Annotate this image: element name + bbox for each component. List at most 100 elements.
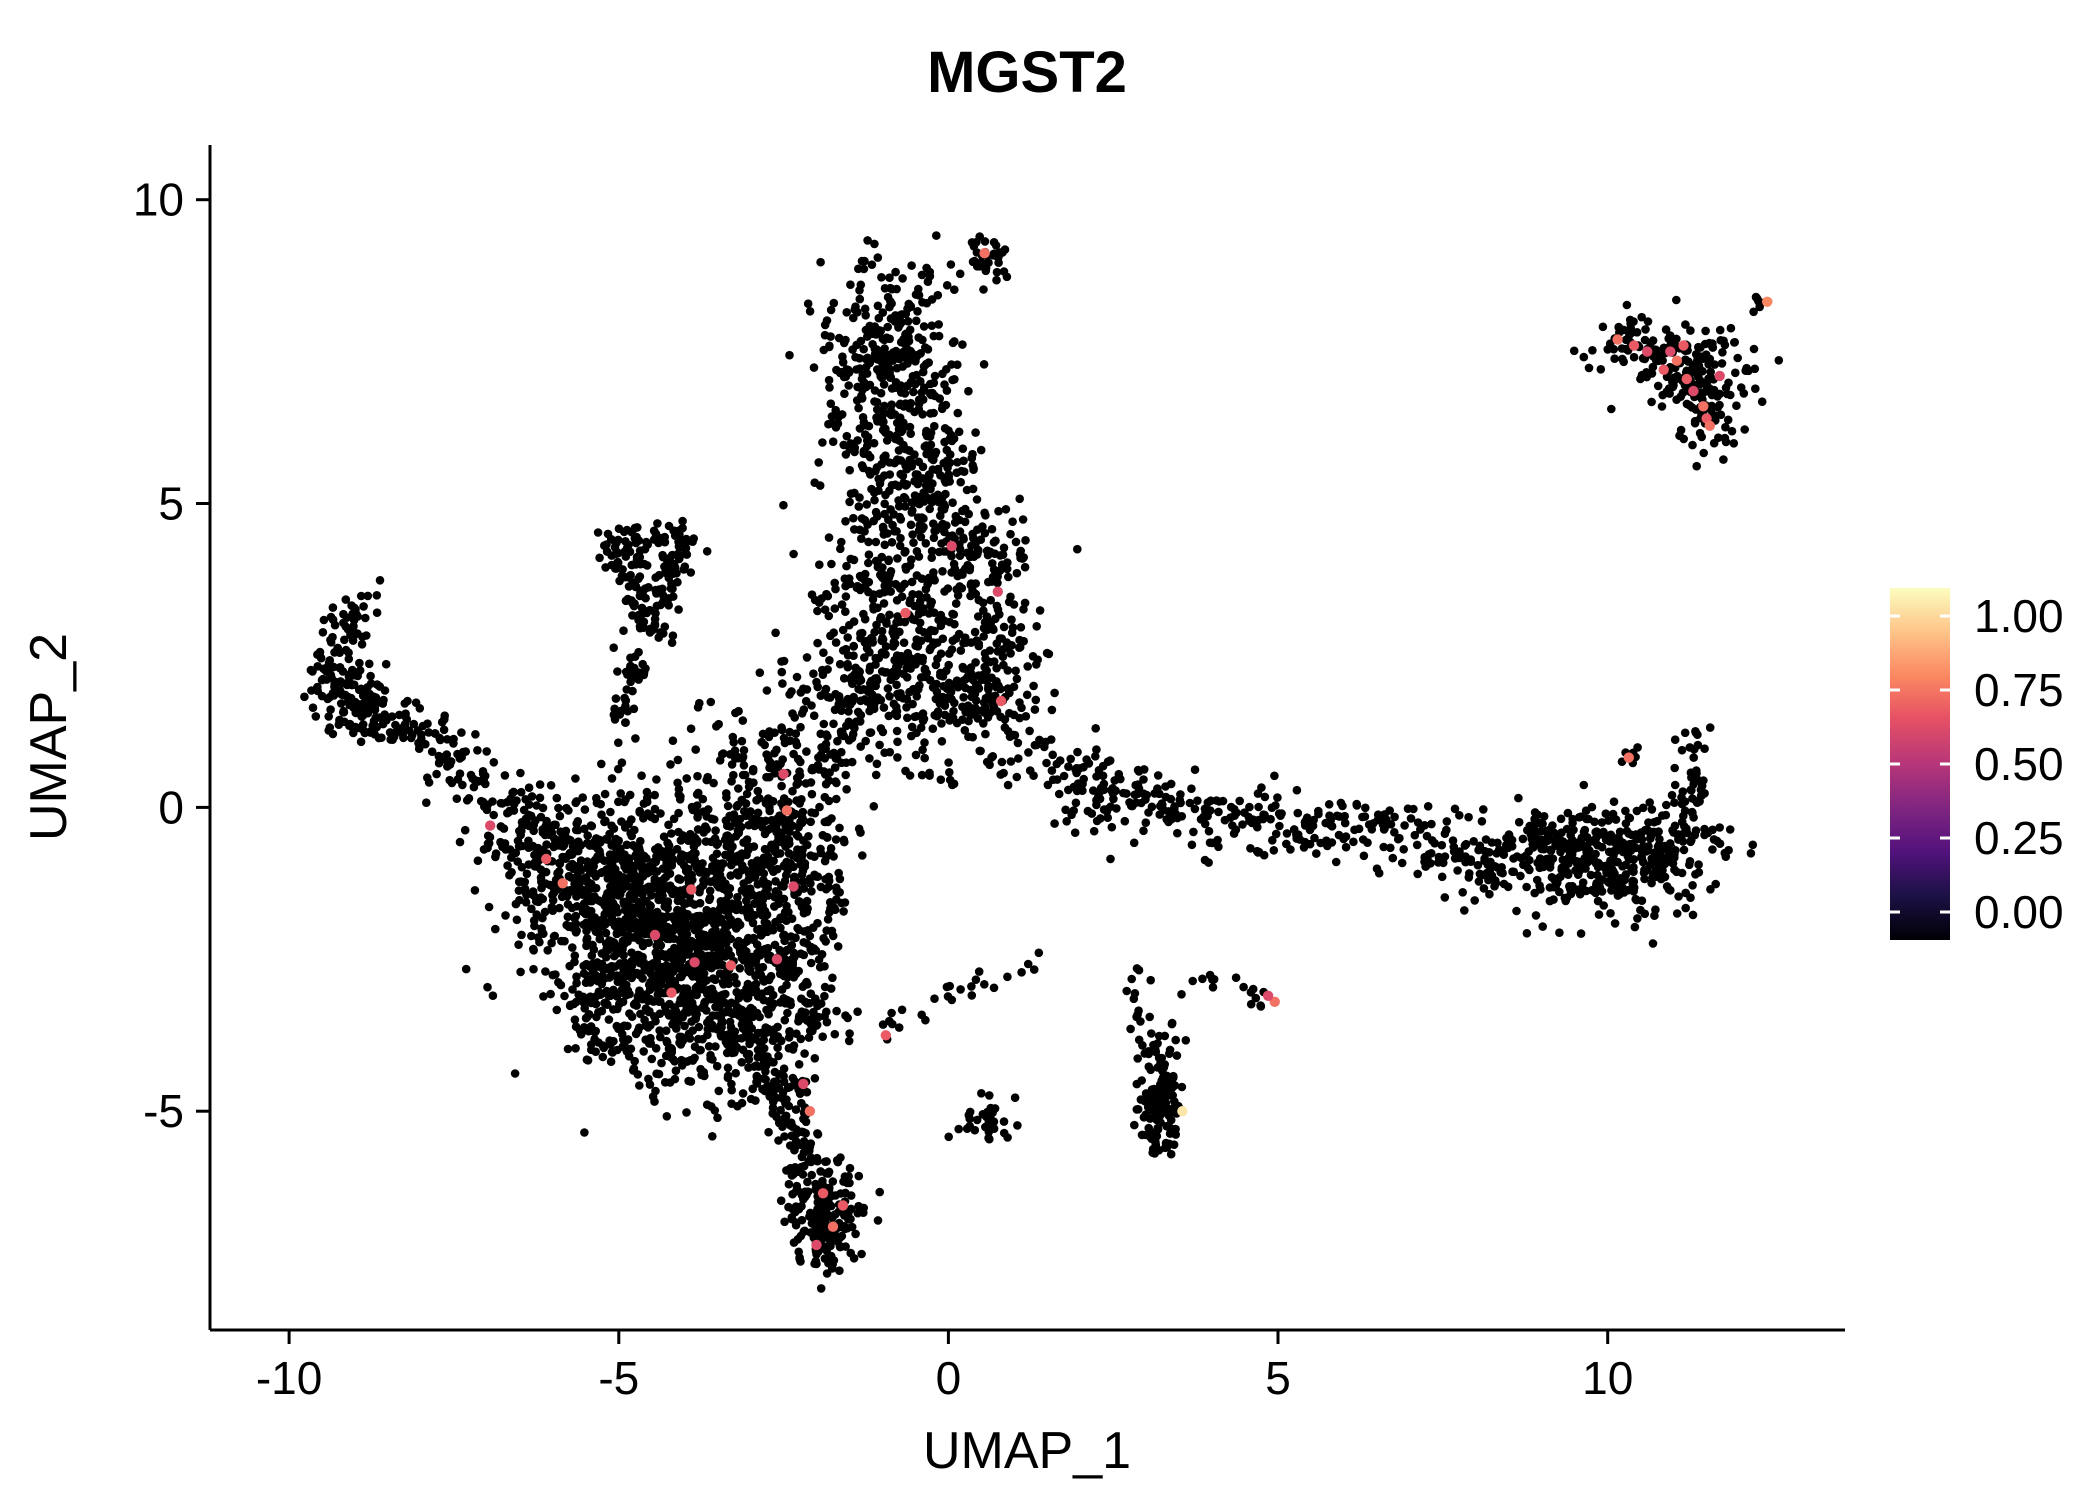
data-point: [1689, 753, 1698, 762]
data-point: [558, 852, 567, 862]
data-point: [717, 1016, 726, 1025]
data-point: [903, 713, 912, 723]
data-point: [917, 388, 926, 397]
data-point: [365, 659, 374, 669]
data-point: [618, 997, 628, 1007]
data-point: [1204, 826, 1214, 836]
data-point: [1003, 558, 1012, 567]
data-point: [593, 958, 602, 967]
data-point: [675, 1038, 684, 1047]
data-point: [968, 257, 978, 267]
data-point: [1300, 818, 1310, 827]
data-point: [899, 347, 908, 357]
data-point: [993, 578, 1002, 588]
data-point: [957, 466, 966, 476]
data-point: [1373, 810, 1383, 819]
data-point: [588, 940, 597, 950]
data-point: [620, 1040, 629, 1050]
data-point: [377, 733, 386, 742]
data-point: [634, 843, 644, 852]
data-point: [572, 978, 581, 988]
data-point: [644, 1074, 653, 1084]
data-point: [1047, 705, 1057, 715]
data-point: [1475, 869, 1485, 879]
data-point: [1031, 695, 1041, 705]
data-point: [543, 946, 552, 955]
data-point: [706, 1102, 716, 1111]
data-point: [366, 671, 375, 681]
data-point: [737, 1098, 747, 1108]
data-point: [1667, 790, 1677, 800]
data-point: [522, 869, 532, 879]
data-point: [338, 667, 348, 676]
data-point: [1112, 804, 1121, 813]
data-point: [839, 674, 849, 683]
data-point: [1326, 820, 1335, 830]
data-point: [697, 971, 706, 981]
data-point: [992, 663, 1001, 673]
data-point: [1588, 346, 1597, 355]
data-point: [901, 444, 910, 454]
data-point: [556, 980, 566, 990]
data-point: [1586, 870, 1596, 880]
data-point: [680, 562, 690, 571]
data-point: [970, 689, 980, 698]
data-point: [356, 737, 366, 747]
data-point: [894, 582, 904, 591]
data-point: [843, 662, 853, 672]
data-point: [916, 636, 926, 646]
data-point: [693, 771, 702, 781]
data-point: [1293, 808, 1303, 818]
data-point: [580, 824, 589, 834]
data-point: [1721, 852, 1731, 861]
data-point: [583, 862, 593, 871]
data-point: [727, 919, 737, 929]
data-point: [865, 662, 875, 672]
data-point: [841, 607, 850, 616]
data-point: [769, 867, 778, 876]
data-point: [643, 809, 653, 818]
data-point: [773, 1043, 782, 1052]
data-point: [639, 623, 648, 632]
data-point: [724, 832, 733, 841]
data-point: [907, 555, 916, 564]
data-point: [967, 709, 976, 719]
data-point: [826, 399, 836, 409]
data-point: [1078, 786, 1087, 795]
data-point: [548, 890, 557, 900]
data-point: [833, 942, 843, 951]
data-point: [326, 705, 335, 714]
data-point: [580, 805, 590, 814]
data-point: [1670, 865, 1679, 874]
data-point: [755, 1037, 764, 1047]
data-point: [686, 724, 696, 733]
data-point: [900, 548, 909, 557]
data-point: [530, 850, 539, 860]
data-point: [355, 666, 365, 675]
data-point: [917, 574, 927, 583]
data-point: [1619, 847, 1629, 856]
data-point: [738, 1045, 748, 1055]
data-point: [676, 921, 686, 931]
data-point: [739, 746, 749, 755]
data-point: [578, 793, 587, 802]
data-point: [556, 827, 565, 836]
data-point: [610, 921, 620, 931]
data-point: [824, 611, 834, 621]
data-point: [838, 625, 848, 635]
data-point: [779, 911, 789, 920]
data-point: [784, 797, 793, 807]
data-point: [665, 1078, 675, 1087]
data-point: [708, 974, 718, 983]
data-point: [727, 1079, 736, 1089]
data-point: [540, 830, 550, 840]
data-point: [600, 541, 609, 550]
data-point: [628, 686, 637, 696]
data-point: [999, 622, 1009, 632]
data-point: [935, 394, 944, 403]
data-point: [899, 638, 909, 647]
data-point: [921, 539, 931, 548]
data-point: [680, 1021, 689, 1031]
data-point: [984, 692, 994, 702]
data-point: [918, 335, 927, 345]
